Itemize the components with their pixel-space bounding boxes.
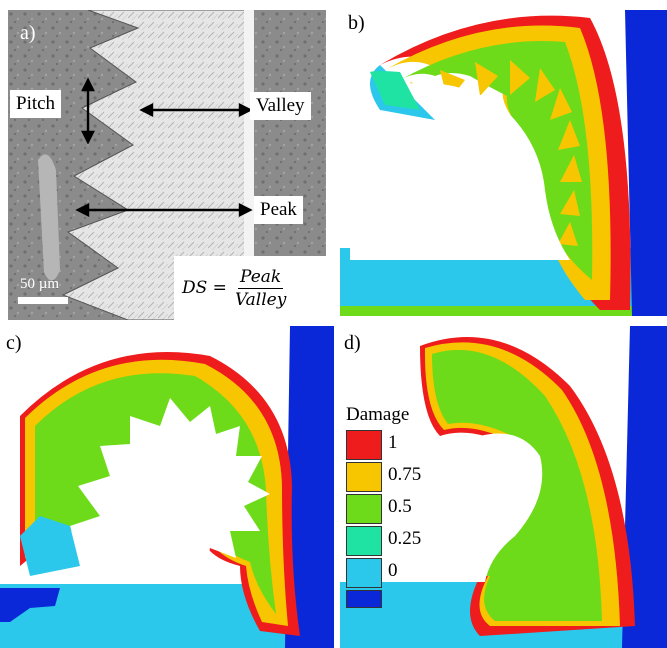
legend-swatch-red: [346, 430, 382, 460]
panel-label-a: a): [20, 22, 36, 44]
legend-label: 0: [388, 560, 398, 581]
measurement-arrows: [75, 77, 253, 217]
legend-label: 0.75: [388, 464, 422, 485]
formula-numerator: Peak: [238, 266, 284, 289]
legend-row: 1: [346, 430, 421, 462]
cutting-tool-c: [285, 326, 334, 648]
simulation-panel-c: c): [0, 326, 334, 648]
legend-label: 0.5: [388, 496, 412, 517]
cutting-tool-b: [625, 10, 667, 316]
formula-lhs: DS =: [182, 278, 227, 298]
micrograph-panel: a) Pitch Valley Peak 50 µm DS = Peak Val…: [8, 10, 326, 320]
damage-contour-d: [340, 326, 667, 648]
legend-row: 0.5: [346, 494, 421, 526]
ds-formula: DS = Peak Valley: [174, 256, 326, 320]
legend-label: 0.25: [388, 528, 422, 549]
valley-label: Valley: [250, 92, 311, 120]
legend-row: 0.25: [346, 526, 421, 558]
legend-swatch-teal: [346, 526, 382, 556]
scale-bar-label: 50 µm: [20, 276, 60, 292]
damage-contour-c: [0, 326, 334, 648]
damage-contour-b: [340, 10, 667, 316]
legend-swatch-cyan: [346, 558, 382, 588]
cutting-tool-d: [622, 326, 667, 648]
scale-bar: [18, 297, 68, 304]
tool-edge: [244, 10, 254, 320]
simulation-panel-b: b): [340, 10, 667, 316]
legend-label: 1: [388, 432, 398, 453]
simulation-panel-d: d) Damage 1 0.75 0.5 0.25 0: [340, 326, 667, 648]
damage-legend: Damage 1 0.75 0.5 0.25 0: [346, 404, 421, 610]
legend-row: 0.75: [346, 462, 421, 494]
peak-label: Peak: [254, 196, 303, 224]
legend-swatch-blue: [346, 590, 382, 608]
micrograph-image: [8, 10, 326, 320]
legend-swatch-yellow: [346, 462, 382, 492]
grain-inclusion: [38, 154, 60, 281]
panel-label-b: b): [348, 12, 365, 34]
panel-label-c: c): [6, 332, 22, 354]
legend-row: [346, 590, 421, 610]
legend-row: 0: [346, 558, 421, 590]
pitch-label: Pitch: [10, 90, 62, 118]
panel-label-d: d): [344, 332, 361, 354]
legend-title: Damage: [346, 404, 410, 425]
formula-denominator: Valley: [234, 289, 287, 310]
legend-swatch-green: [346, 494, 382, 524]
formula-fraction: Peak Valley: [233, 267, 288, 310]
